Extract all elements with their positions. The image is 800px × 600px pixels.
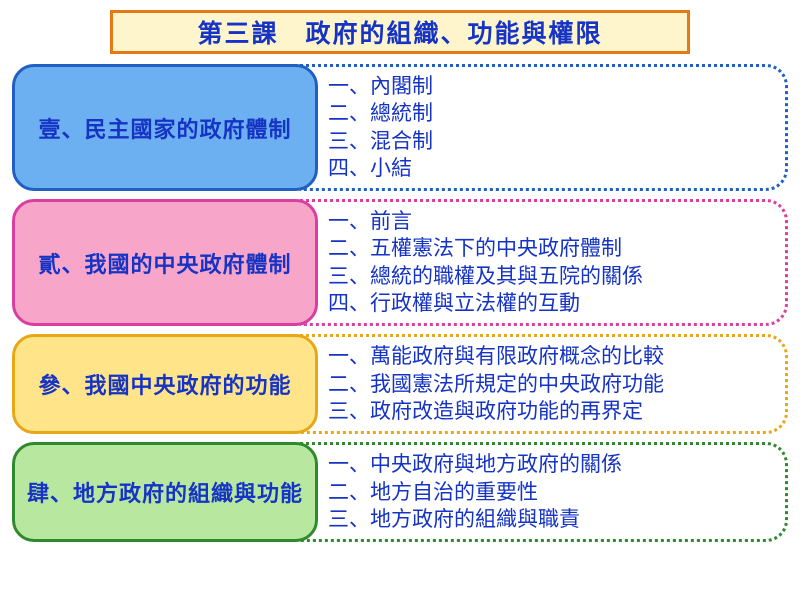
section-3-item-3: 三、政府改造與政府功能的再界定 bbox=[328, 398, 775, 425]
section-1-item-4: 四、小結 bbox=[328, 155, 775, 182]
section-label-2: 貳、我國的中央政府體制 bbox=[12, 199, 318, 326]
section-content-2: 一、前言二、五權憲法下的中央政府體制三、總統的職權及其與五院的關係四、行政權與立… bbox=[300, 199, 788, 326]
section-4-item-1: 一、中央政府與地方政府的關係 bbox=[328, 451, 775, 478]
section-label-3: 參、我國中央政府的功能 bbox=[12, 334, 318, 434]
section-label-1: 壹、民主國家的政府體制 bbox=[12, 64, 318, 191]
section-1-item-2: 二、總統制 bbox=[328, 100, 775, 127]
section-content-4: 一、中央政府與地方政府的關係二、地方自治的重要性三、地方政府的組織與職責 bbox=[300, 442, 788, 542]
section-2: 貳、我國的中央政府體制一、前言二、五權憲法下的中央政府體制三、總統的職權及其與五… bbox=[12, 199, 788, 326]
section-label-4: 肆、地方政府的組織與功能 bbox=[12, 442, 318, 542]
section-content-3: 一、萬能政府與有限政府概念的比較二、我國憲法所規定的中央政府功能三、政府改造與政… bbox=[300, 334, 788, 434]
section-1-item-3: 三、混合制 bbox=[328, 128, 775, 155]
section-content-1: 一、內閣制二、總統制三、混合制四、小結 bbox=[300, 64, 788, 191]
section-4: 肆、地方政府的組織與功能一、中央政府與地方政府的關係二、地方自治的重要性三、地方… bbox=[12, 442, 788, 542]
section-2-item-3: 三、總統的職權及其與五院的關係 bbox=[328, 263, 775, 290]
lesson-title-text: 第三課 政府的組織、功能與權限 bbox=[197, 14, 602, 50]
section-2-item-4: 四、行政權與立法權的互動 bbox=[328, 290, 775, 317]
section-3-item-1: 一、萬能政府與有限政府概念的比較 bbox=[328, 343, 775, 370]
section-2-item-1: 一、前言 bbox=[328, 208, 775, 235]
section-3-item-2: 二、我國憲法所規定的中央政府功能 bbox=[328, 371, 775, 398]
lesson-title: 第三課 政府的組織、功能與權限 bbox=[110, 10, 690, 54]
section-3: 參、我國中央政府的功能一、萬能政府與有限政府概念的比較二、我國憲法所規定的中央政… bbox=[12, 334, 788, 434]
section-2-item-2: 二、五權憲法下的中央政府體制 bbox=[328, 235, 775, 262]
section-1: 壹、民主國家的政府體制一、內閣制二、總統制三、混合制四、小結 bbox=[12, 64, 788, 191]
sections-container: 壹、民主國家的政府體制一、內閣制二、總統制三、混合制四、小結貳、我國的中央政府體… bbox=[12, 64, 788, 542]
section-4-item-3: 三、地方政府的組織與職責 bbox=[328, 506, 775, 533]
section-1-item-1: 一、內閣制 bbox=[328, 73, 775, 100]
section-4-item-2: 二、地方自治的重要性 bbox=[328, 479, 775, 506]
